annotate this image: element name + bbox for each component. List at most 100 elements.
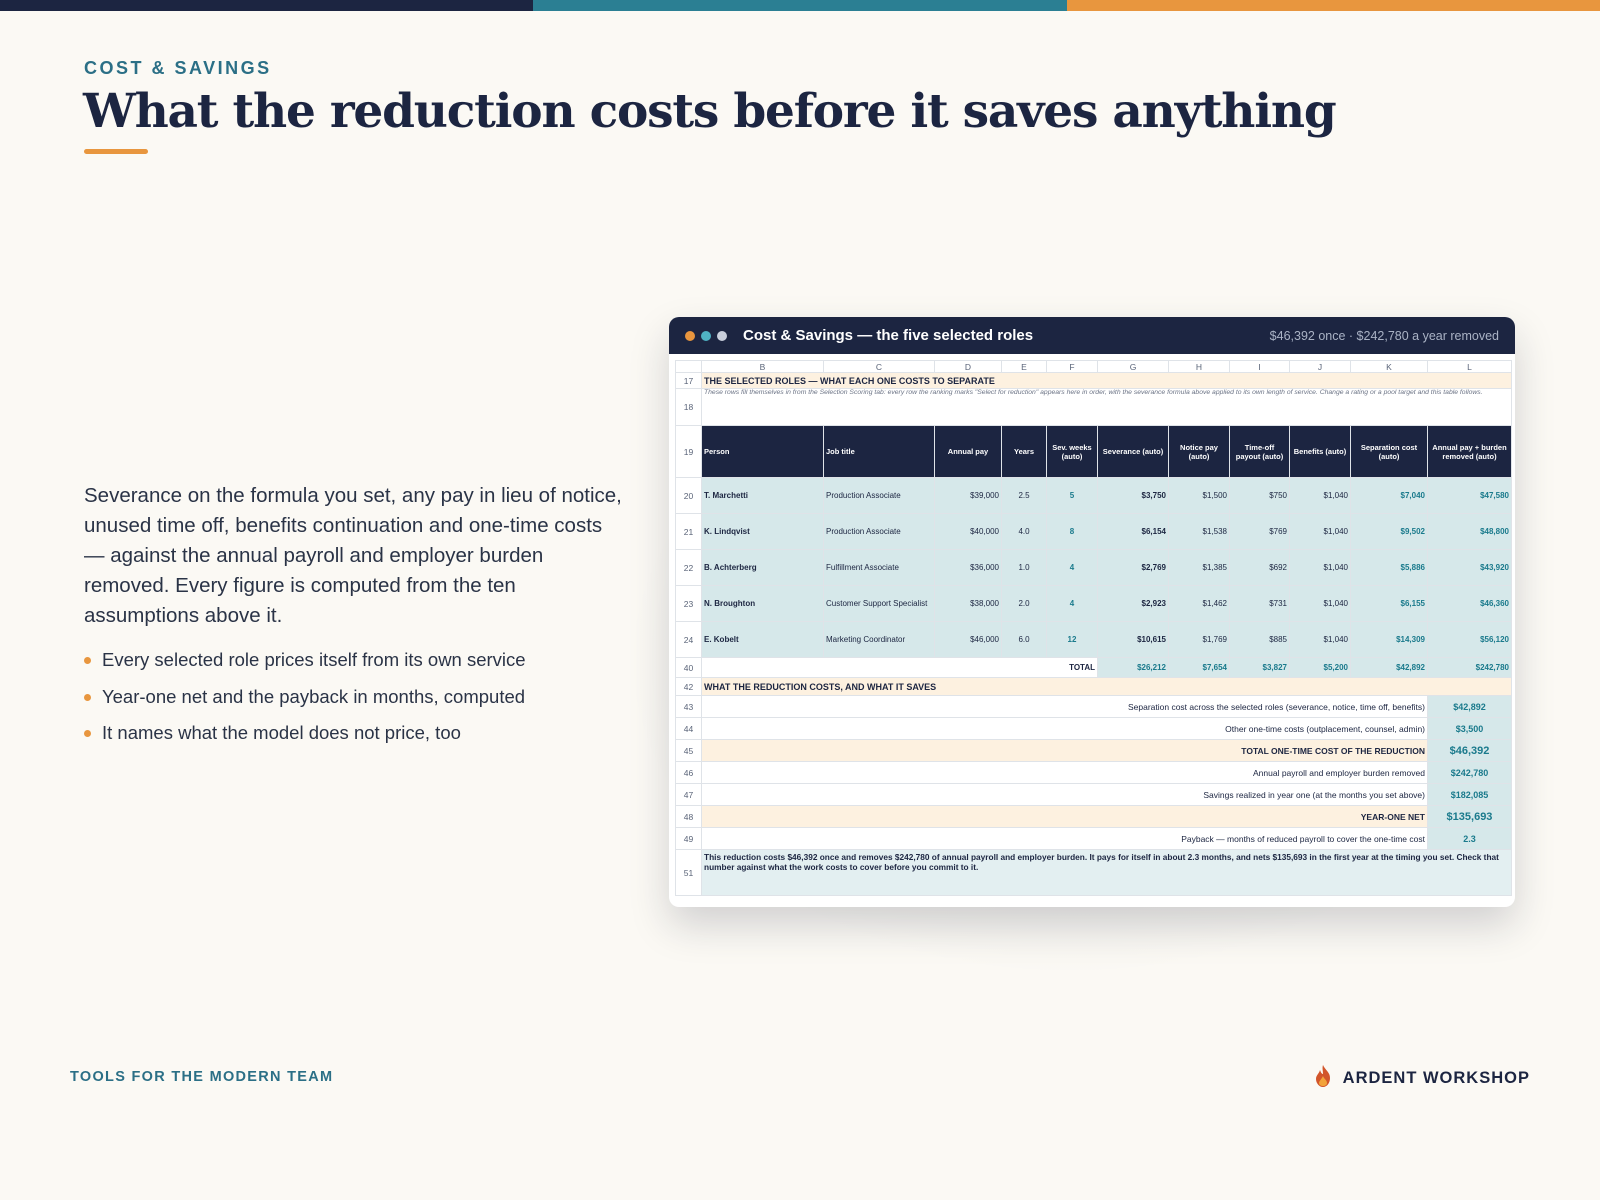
summary-label[interactable]: TOTAL ONE-TIME COST OF THE REDUCTION [701, 739, 1428, 762]
summary-label[interactable]: Separation cost across the selected role… [701, 695, 1428, 718]
note-cell[interactable]: These rows fill themselves in from the S… [701, 388, 1512, 426]
column-letter[interactable]: D [934, 360, 1002, 373]
separation-cost-cell[interactable]: $14,309 [1350, 621, 1428, 658]
annual-pay-cell[interactable]: $46,000 [934, 621, 1002, 658]
summary-value[interactable]: 2.3 [1427, 827, 1512, 850]
notice-pay-cell[interactable]: $1,385 [1168, 549, 1230, 586]
total-separation[interactable]: $42,892 [1350, 657, 1428, 678]
person-cell[interactable]: B. Achterberg [701, 549, 824, 586]
person-cell[interactable]: E. Kobelt [701, 621, 824, 658]
header-cell[interactable]: Person [701, 425, 824, 478]
column-letter[interactable]: K [1350, 360, 1428, 373]
annual-pay-cell[interactable]: $36,000 [934, 549, 1002, 586]
notice-pay-cell[interactable]: $1,769 [1168, 621, 1230, 658]
column-letter[interactable]: H [1168, 360, 1230, 373]
removed-cell[interactable]: $48,800 [1427, 513, 1512, 550]
annual-pay-cell[interactable]: $39,000 [934, 477, 1002, 514]
notice-pay-cell[interactable]: $1,462 [1168, 585, 1230, 622]
summary-value[interactable]: $242,780 [1427, 761, 1512, 784]
summary-label[interactable]: Annual payroll and employer burden remov… [701, 761, 1428, 784]
column-letter[interactable]: I [1229, 360, 1290, 373]
severance-cell[interactable]: $3,750 [1097, 477, 1169, 514]
annual-pay-cell[interactable]: $40,000 [934, 513, 1002, 550]
benefits-cell[interactable]: $1,040 [1289, 585, 1351, 622]
sev-weeks-cell[interactable]: 8 [1046, 513, 1098, 550]
sev-weeks-cell[interactable]: 12 [1046, 621, 1098, 658]
severance-cell[interactable]: $2,923 [1097, 585, 1169, 622]
benefits-cell[interactable]: $1,040 [1289, 513, 1351, 550]
column-letter[interactable]: B [701, 360, 824, 373]
job-title-cell[interactable]: Customer Support Specialist [823, 585, 935, 622]
sev-weeks-cell[interactable]: 4 [1046, 585, 1098, 622]
summary-value[interactable]: $182,085 [1427, 783, 1512, 806]
total-benefits[interactable]: $5,200 [1289, 657, 1351, 678]
header-cell[interactable]: Annual pay + burden removed (auto) [1427, 425, 1512, 478]
removed-cell[interactable]: $56,120 [1427, 621, 1512, 658]
time-off-cell[interactable]: $692 [1229, 549, 1290, 586]
job-title-cell[interactable]: Production Associate [823, 477, 935, 514]
job-title-cell[interactable]: Fulfillment Associate [823, 549, 935, 586]
summary-label[interactable]: YEAR-ONE NET [701, 805, 1428, 828]
header-cell[interactable]: Years [1001, 425, 1047, 478]
person-cell[interactable]: K. Lindqvist [701, 513, 824, 550]
column-letter[interactable]: F [1046, 360, 1098, 373]
removed-cell[interactable]: $46,360 [1427, 585, 1512, 622]
header-cell[interactable]: Notice pay (auto) [1168, 425, 1230, 478]
sev-weeks-cell[interactable]: 5 [1046, 477, 1098, 514]
severance-cell[interactable]: $6,154 [1097, 513, 1169, 550]
years-cell[interactable]: 6.0 [1001, 621, 1047, 658]
total-notice[interactable]: $7,654 [1168, 657, 1230, 678]
column-letter[interactable]: E [1001, 360, 1047, 373]
summary-label[interactable]: Payback — months of reduced payroll to c… [701, 827, 1428, 850]
benefits-cell[interactable]: $1,040 [1289, 477, 1351, 514]
sev-weeks-cell[interactable]: 4 [1046, 549, 1098, 586]
header-cell[interactable]: Annual pay [934, 425, 1002, 478]
column-letter[interactable]: G [1097, 360, 1169, 373]
years-cell[interactable]: 4.0 [1001, 513, 1047, 550]
person-cell[interactable]: T. Marchetti [701, 477, 824, 514]
separation-cost-cell[interactable]: $6,155 [1350, 585, 1428, 622]
time-off-cell[interactable]: $731 [1229, 585, 1290, 622]
separation-cost-cell[interactable]: $5,886 [1350, 549, 1428, 586]
removed-cell[interactable]: $47,580 [1427, 477, 1512, 514]
header-cell[interactable]: Sev. weeks (auto) [1046, 425, 1098, 478]
job-title-cell[interactable]: Marketing Coordinator [823, 621, 935, 658]
total-severance[interactable]: $26,212 [1097, 657, 1169, 678]
benefits-cell[interactable]: $1,040 [1289, 621, 1351, 658]
summary-label[interactable]: Savings realized in year one (at the mon… [701, 783, 1428, 806]
header-cell[interactable]: Benefits (auto) [1289, 425, 1351, 478]
summary-value[interactable]: $3,500 [1427, 717, 1512, 740]
years-cell[interactable]: 1.0 [1001, 549, 1047, 586]
summary-label[interactable]: Other one-time costs (outplacement, coun… [701, 717, 1428, 740]
header-cell[interactable]: Time-off payout (auto) [1229, 425, 1290, 478]
summary-value[interactable]: $42,892 [1427, 695, 1512, 718]
header-cell[interactable]: Severance (auto) [1097, 425, 1169, 478]
total-time-off[interactable]: $3,827 [1229, 657, 1290, 678]
time-off-cell[interactable]: $750 [1229, 477, 1290, 514]
section-title-cell[interactable]: THE SELECTED ROLES — WHAT EACH ONE COSTS… [701, 372, 1512, 389]
benefits-cell[interactable]: $1,040 [1289, 549, 1351, 586]
removed-cell[interactable]: $43,920 [1427, 549, 1512, 586]
time-off-cell[interactable]: $769 [1229, 513, 1290, 550]
job-title-cell[interactable]: Production Associate [823, 513, 935, 550]
total-removed[interactable]: $242,780 [1427, 657, 1512, 678]
summary-value[interactable]: $46,392 [1427, 739, 1512, 762]
header-cell[interactable]: Separation cost (auto) [1350, 425, 1428, 478]
years-cell[interactable]: 2.0 [1001, 585, 1047, 622]
notice-pay-cell[interactable]: $1,500 [1168, 477, 1230, 514]
annual-pay-cell[interactable]: $38,000 [934, 585, 1002, 622]
person-cell[interactable]: N. Broughton [701, 585, 824, 622]
severance-cell[interactable]: $2,769 [1097, 549, 1169, 586]
years-cell[interactable]: 2.5 [1001, 477, 1047, 514]
column-letter[interactable]: C [823, 360, 935, 373]
summary-title-cell[interactable]: WHAT THE REDUCTION COSTS, AND WHAT IT SA… [701, 677, 1512, 696]
notice-pay-cell[interactable]: $1,538 [1168, 513, 1230, 550]
summary-value[interactable]: $135,693 [1427, 805, 1512, 828]
time-off-cell[interactable]: $885 [1229, 621, 1290, 658]
header-cell[interactable]: Job title [823, 425, 935, 478]
severance-cell[interactable]: $10,615 [1097, 621, 1169, 658]
column-letter[interactable]: L [1427, 360, 1512, 373]
separation-cost-cell[interactable]: $7,040 [1350, 477, 1428, 514]
total-label[interactable]: TOTAL [701, 657, 1098, 678]
column-letter[interactable]: J [1289, 360, 1351, 373]
